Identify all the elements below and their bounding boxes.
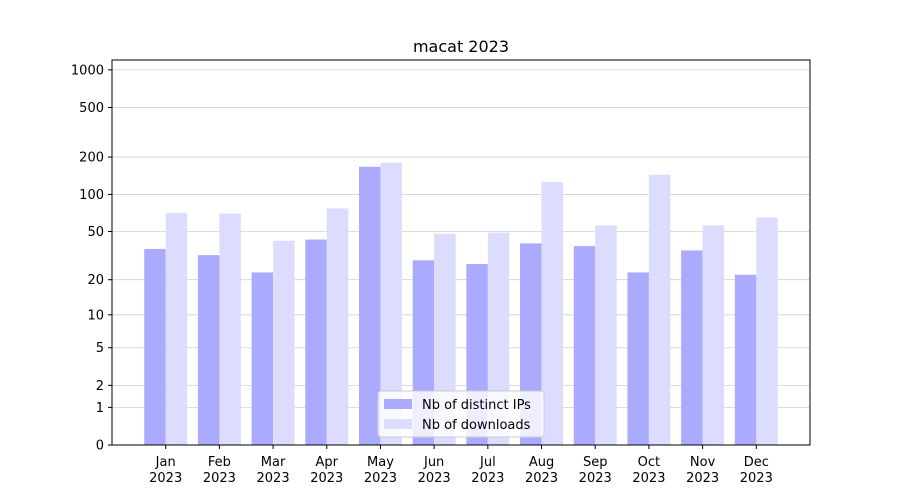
x-tick-label: Dec 2023 (740, 455, 773, 486)
legend-label: Nb of downloads (422, 418, 531, 433)
bar (144, 248, 166, 445)
bar (251, 272, 274, 445)
bar (380, 162, 402, 446)
y-tick-label: 2 (96, 379, 104, 394)
y-tick-label: 10 (87, 308, 104, 323)
bar (573, 246, 596, 445)
x-tick-label: Apr 2023 (310, 455, 343, 486)
y-tick-label: 200 (79, 151, 104, 166)
legend-box (377, 390, 545, 438)
y-tick-label: 1000 (71, 63, 104, 78)
x-tick-label: Mar 2023 (257, 455, 290, 486)
legend: Nb of distinct IPs Nb of downloads (377, 390, 545, 438)
bar (734, 274, 757, 445)
x-tick-label: Oct 2023 (632, 455, 665, 486)
legend-label: Nb of distinct IPs (422, 398, 531, 413)
bar (197, 255, 220, 445)
y-tick-label: 5 (96, 341, 104, 356)
y-tick-label: 0 (96, 439, 104, 454)
bar (165, 212, 188, 445)
x-tick-label: Aug 2023 (525, 455, 558, 486)
y-tick-label: 50 (87, 225, 104, 240)
x-tick-label: Nov 2023 (686, 455, 719, 486)
bar (595, 225, 617, 445)
legend-swatch (384, 419, 412, 429)
x-tick-label: Sep 2023 (579, 455, 612, 486)
x-tick-label: Feb 2023 (203, 455, 236, 486)
bar (756, 217, 778, 445)
plot-frame (111, 59, 811, 446)
y-tick-label: 100 (79, 188, 104, 203)
bar (627, 272, 649, 445)
bar (648, 174, 671, 445)
bar (681, 250, 703, 445)
x-tick-label: Jan 2023 (149, 455, 182, 486)
bar (326, 208, 349, 445)
x-tick-label: Jun 2023 (418, 455, 451, 486)
chart-title: macat 2023 (413, 37, 509, 56)
y-tick-label: 20 (87, 273, 104, 288)
bar (305, 239, 327, 445)
bar (702, 225, 725, 445)
bar (219, 213, 241, 445)
legend-swatch (384, 399, 412, 409)
y-tick-label: 500 (79, 101, 104, 116)
x-tick-label: Jul 2023 (471, 455, 504, 486)
y-tick-label: 1 (96, 401, 104, 416)
bar (541, 181, 564, 445)
bar (358, 166, 381, 446)
bar (273, 240, 295, 445)
x-tick-label: May 2023 (364, 455, 397, 486)
